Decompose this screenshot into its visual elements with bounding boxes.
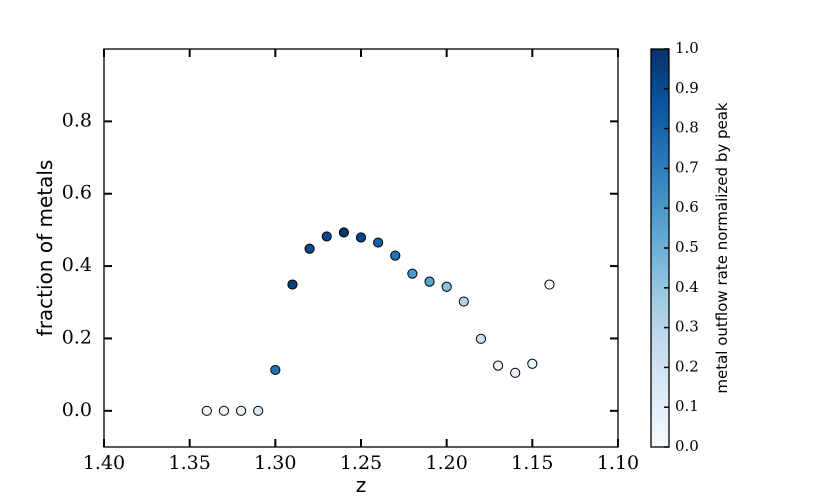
point — [218, 405, 230, 416]
colorbar-tick-label: 0.7 — [675, 158, 699, 176]
colorbar-tick-label: 0.4 — [675, 278, 699, 296]
point — [304, 243, 315, 254]
point — [475, 333, 487, 344]
point — [510, 367, 521, 378]
point — [390, 250, 401, 261]
y-axis-label: fraction of metals — [33, 160, 57, 337]
x-axis-label: z — [356, 473, 367, 497]
x-tick-label: 1.10 — [597, 452, 639, 474]
point — [544, 279, 555, 290]
point — [441, 281, 452, 292]
x-tick-label: 1.40 — [83, 452, 125, 474]
point — [253, 405, 264, 416]
colorbar-tick-label: 0.2 — [675, 357, 699, 375]
point — [338, 227, 349, 238]
point — [458, 296, 469, 307]
point — [201, 405, 212, 416]
point — [270, 364, 281, 376]
colorbar-tick-label: 0.1 — [675, 397, 699, 415]
point — [321, 231, 332, 242]
x-tick-label: 1.15 — [511, 452, 553, 474]
point — [527, 358, 538, 369]
x-tick-label: 1.30 — [254, 452, 296, 474]
colorbar-tick-label: 0.0 — [675, 437, 699, 455]
colorbar-label: metal outflow rate normalized by peak — [713, 102, 731, 394]
plot-frame — [103, 48, 619, 448]
colorbar-tick-label: 0.8 — [675, 119, 699, 137]
point — [235, 405, 247, 416]
point — [355, 232, 367, 243]
x-tick-label: 1.25 — [340, 452, 382, 474]
point — [373, 237, 384, 248]
x-tick-label: 1.35 — [169, 452, 211, 474]
point — [287, 279, 298, 290]
y-tick-label: 0.0 — [62, 399, 92, 421]
y-tick-label: 0.2 — [62, 326, 92, 348]
colorbar-tick-label: 0.3 — [675, 318, 699, 336]
colorbar-tick-label: 1.0 — [675, 39, 699, 57]
y-tick-label: 0.8 — [62, 109, 92, 131]
x-tick-label: 1.20 — [426, 452, 468, 474]
y-tick-label: 0.6 — [62, 182, 92, 204]
colorbar-tick-label: 0.9 — [675, 79, 699, 97]
point — [492, 360, 504, 371]
point — [407, 268, 418, 279]
colorbar-tick-label: 0.6 — [675, 198, 699, 216]
y-tick-label: 0.4 — [62, 254, 92, 276]
point — [424, 276, 435, 287]
colorbar-tick-label: 0.5 — [675, 238, 699, 256]
